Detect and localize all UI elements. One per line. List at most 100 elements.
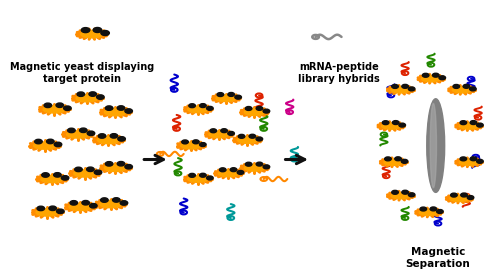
Ellipse shape: [460, 123, 478, 129]
Ellipse shape: [34, 142, 56, 149]
Circle shape: [87, 131, 94, 136]
Ellipse shape: [238, 137, 258, 143]
Circle shape: [256, 162, 262, 166]
Circle shape: [200, 173, 206, 177]
Circle shape: [220, 168, 226, 172]
Circle shape: [77, 92, 84, 96]
Circle shape: [237, 171, 244, 174]
Circle shape: [101, 31, 110, 36]
Circle shape: [70, 200, 78, 205]
Circle shape: [256, 137, 262, 141]
Circle shape: [82, 200, 90, 205]
Circle shape: [117, 106, 125, 110]
Circle shape: [402, 84, 408, 88]
Circle shape: [93, 27, 102, 32]
Circle shape: [263, 109, 270, 113]
Ellipse shape: [188, 106, 208, 113]
Ellipse shape: [98, 136, 120, 144]
Circle shape: [54, 173, 61, 177]
Circle shape: [100, 198, 108, 202]
Circle shape: [96, 95, 104, 99]
Ellipse shape: [430, 103, 436, 188]
Ellipse shape: [450, 195, 468, 202]
Circle shape: [68, 128, 75, 133]
Circle shape: [399, 123, 406, 127]
Circle shape: [200, 104, 206, 108]
Circle shape: [432, 73, 439, 77]
Circle shape: [42, 173, 50, 177]
Circle shape: [82, 28, 90, 32]
Circle shape: [217, 93, 224, 97]
Circle shape: [37, 206, 44, 211]
Ellipse shape: [460, 159, 478, 165]
Circle shape: [238, 134, 245, 138]
Ellipse shape: [218, 170, 238, 177]
Circle shape: [64, 106, 71, 111]
Ellipse shape: [391, 87, 409, 93]
Circle shape: [450, 193, 457, 197]
Circle shape: [94, 170, 102, 174]
Circle shape: [392, 190, 398, 194]
Circle shape: [221, 129, 228, 133]
Circle shape: [89, 92, 96, 96]
Circle shape: [80, 128, 87, 132]
Ellipse shape: [81, 31, 103, 38]
Circle shape: [206, 106, 213, 110]
Text: Magnetic
Separation: Magnetic Separation: [406, 247, 470, 269]
Circle shape: [420, 207, 426, 211]
Circle shape: [382, 121, 389, 125]
Ellipse shape: [420, 209, 438, 216]
Circle shape: [106, 162, 113, 166]
Ellipse shape: [104, 164, 126, 172]
Circle shape: [210, 129, 216, 133]
Circle shape: [467, 196, 474, 200]
Circle shape: [192, 140, 199, 144]
Text: mRNA-peptide
library hybrids: mRNA-peptide library hybrids: [298, 62, 380, 84]
Circle shape: [182, 140, 188, 144]
Circle shape: [430, 207, 436, 211]
Circle shape: [74, 167, 82, 172]
Ellipse shape: [244, 109, 264, 115]
Ellipse shape: [209, 131, 229, 138]
Circle shape: [470, 87, 476, 91]
Circle shape: [235, 95, 242, 99]
Circle shape: [86, 167, 94, 172]
Ellipse shape: [384, 159, 402, 165]
Circle shape: [189, 173, 196, 177]
Ellipse shape: [100, 200, 122, 208]
Circle shape: [56, 103, 64, 108]
Ellipse shape: [391, 193, 409, 199]
Ellipse shape: [74, 170, 96, 177]
Circle shape: [46, 139, 54, 144]
Circle shape: [263, 165, 270, 169]
Circle shape: [453, 85, 460, 88]
Circle shape: [206, 176, 213, 180]
Circle shape: [200, 143, 206, 146]
Circle shape: [256, 106, 262, 110]
Circle shape: [249, 134, 256, 138]
Ellipse shape: [66, 131, 89, 138]
Circle shape: [476, 159, 483, 163]
Circle shape: [34, 139, 42, 144]
Circle shape: [62, 176, 69, 180]
Circle shape: [463, 84, 469, 88]
Circle shape: [460, 157, 466, 161]
Circle shape: [228, 92, 234, 96]
Circle shape: [436, 209, 443, 213]
Circle shape: [49, 206, 56, 211]
Circle shape: [120, 201, 128, 205]
Circle shape: [44, 103, 52, 108]
Text: Magnetic yeast displaying
target protein: Magnetic yeast displaying target protein: [10, 62, 154, 84]
Circle shape: [460, 121, 466, 125]
Circle shape: [98, 134, 106, 138]
Circle shape: [230, 168, 237, 172]
Ellipse shape: [180, 142, 201, 149]
Circle shape: [392, 85, 398, 88]
Ellipse shape: [452, 87, 471, 93]
Circle shape: [422, 73, 429, 77]
Circle shape: [125, 109, 132, 113]
Circle shape: [118, 137, 126, 141]
Ellipse shape: [427, 99, 444, 192]
Circle shape: [112, 198, 120, 202]
Ellipse shape: [422, 76, 440, 82]
